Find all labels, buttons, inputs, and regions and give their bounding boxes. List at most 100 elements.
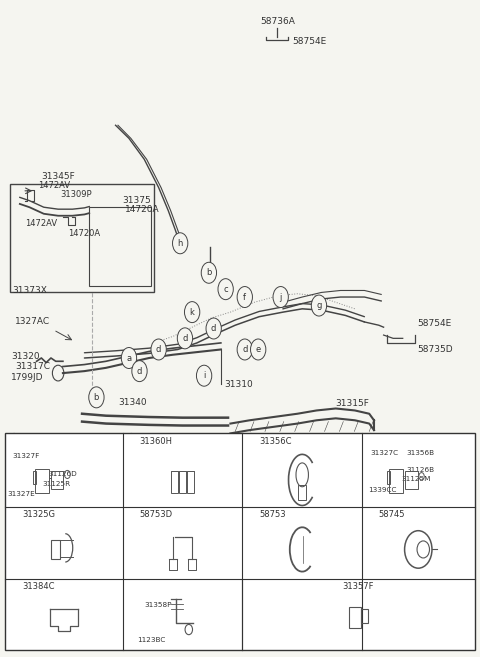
Text: 31320: 31320 xyxy=(11,351,40,361)
Bar xyxy=(51,471,63,489)
Bar xyxy=(387,471,390,484)
Text: 31384C: 31384C xyxy=(22,582,55,591)
Circle shape xyxy=(273,286,288,307)
Text: 31358P: 31358P xyxy=(144,602,172,608)
Text: d: d xyxy=(137,367,142,376)
Circle shape xyxy=(365,507,376,522)
Circle shape xyxy=(218,279,233,300)
Circle shape xyxy=(206,318,221,339)
Circle shape xyxy=(132,361,147,382)
Text: d: d xyxy=(182,334,188,343)
Bar xyxy=(51,540,60,559)
Text: d: d xyxy=(242,345,248,354)
Text: i: i xyxy=(13,582,15,591)
Text: 31317C: 31317C xyxy=(15,362,50,371)
Text: 58753D: 58753D xyxy=(140,510,173,519)
Bar xyxy=(389,469,403,493)
Text: d: d xyxy=(156,345,161,354)
Bar xyxy=(299,485,306,501)
Text: h: h xyxy=(368,510,373,519)
Text: d: d xyxy=(211,324,216,333)
Text: 31375: 31375 xyxy=(123,196,152,205)
Circle shape xyxy=(126,434,137,449)
Circle shape xyxy=(184,302,200,323)
Text: f: f xyxy=(130,510,133,519)
Circle shape xyxy=(8,507,20,522)
Text: j: j xyxy=(130,582,132,591)
Circle shape xyxy=(8,579,20,595)
Text: i: i xyxy=(203,371,205,380)
Text: g: g xyxy=(316,301,322,310)
Text: k: k xyxy=(190,307,194,317)
Bar xyxy=(10,184,154,292)
Bar xyxy=(348,608,361,628)
Text: 58735D: 58735D xyxy=(417,345,453,354)
Circle shape xyxy=(251,339,266,360)
Text: b: b xyxy=(94,393,99,402)
Circle shape xyxy=(121,348,137,369)
Bar xyxy=(170,471,178,493)
Circle shape xyxy=(172,233,188,254)
Text: 14720A: 14720A xyxy=(125,205,160,214)
Text: 31356B: 31356B xyxy=(406,450,434,456)
Text: 14720A: 14720A xyxy=(68,229,100,238)
Text: 1327AC: 1327AC xyxy=(15,317,50,327)
Text: 31357F: 31357F xyxy=(343,582,374,591)
Text: c: c xyxy=(249,437,253,445)
Text: 1339CC: 1339CC xyxy=(368,487,396,493)
Text: 31340: 31340 xyxy=(118,398,146,407)
Text: 31325G: 31325G xyxy=(22,510,55,519)
Bar xyxy=(361,609,369,623)
Text: j: j xyxy=(279,292,282,302)
Circle shape xyxy=(89,387,104,408)
Bar xyxy=(89,207,152,286)
Text: 58745: 58745 xyxy=(379,510,405,519)
Text: 31315F: 31315F xyxy=(336,399,370,409)
Circle shape xyxy=(126,579,137,595)
Text: 58754E: 58754E xyxy=(293,37,327,46)
Text: 31360H: 31360H xyxy=(140,437,172,445)
Text: 31126B: 31126B xyxy=(406,468,434,474)
Text: 31345F: 31345F xyxy=(41,172,75,181)
Text: a: a xyxy=(12,437,16,445)
Text: 31356C: 31356C xyxy=(259,437,292,445)
Text: 58754E: 58754E xyxy=(417,319,451,328)
Text: 31327E: 31327E xyxy=(8,491,36,497)
Text: 31310: 31310 xyxy=(225,380,253,389)
Text: 1799JD: 1799JD xyxy=(11,373,44,382)
Text: a: a xyxy=(126,353,132,363)
Text: c: c xyxy=(223,284,228,294)
Circle shape xyxy=(245,507,257,522)
Text: g: g xyxy=(249,510,253,519)
Text: 31125M: 31125M xyxy=(401,476,431,482)
Text: e: e xyxy=(12,510,16,519)
Circle shape xyxy=(245,434,257,449)
Text: 31327C: 31327C xyxy=(371,450,399,456)
Circle shape xyxy=(312,295,326,316)
Bar xyxy=(406,471,418,489)
Bar xyxy=(35,469,48,493)
Circle shape xyxy=(237,286,252,307)
Text: 58753: 58753 xyxy=(259,510,286,519)
Circle shape xyxy=(196,365,212,386)
Circle shape xyxy=(126,507,137,522)
Text: d: d xyxy=(368,437,373,445)
Circle shape xyxy=(237,339,252,360)
Bar xyxy=(179,471,186,493)
Text: b: b xyxy=(206,268,212,277)
Text: 31373X: 31373X xyxy=(12,286,48,295)
Text: e: e xyxy=(255,345,261,354)
Circle shape xyxy=(8,434,20,449)
Bar xyxy=(5,434,475,650)
Text: 1472AV: 1472AV xyxy=(25,219,58,228)
Circle shape xyxy=(177,328,192,349)
Text: 31309P: 31309P xyxy=(60,190,92,198)
Circle shape xyxy=(151,339,166,360)
Text: 1472AV: 1472AV xyxy=(38,181,70,189)
Text: f: f xyxy=(243,292,246,302)
Text: h: h xyxy=(178,238,183,248)
Circle shape xyxy=(365,434,376,449)
Bar xyxy=(33,471,36,484)
Text: 31125R: 31125R xyxy=(43,482,71,487)
Text: 1123BC: 1123BC xyxy=(137,637,166,643)
